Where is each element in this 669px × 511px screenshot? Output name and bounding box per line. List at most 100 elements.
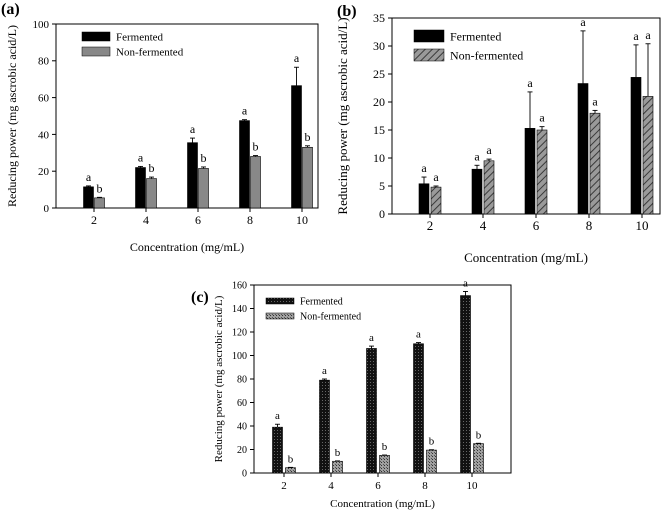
x-tick-label: 10 (636, 218, 649, 233)
bar-fermented (366, 348, 377, 474)
y-tick-label: 120 (232, 328, 247, 339)
significance-letter: b (382, 441, 388, 453)
bar-fermented (291, 85, 302, 209)
x-tick-label: 4 (143, 213, 149, 227)
significance-letter: b (429, 436, 435, 448)
significance-letter: a (474, 149, 480, 163)
significance-letter: a (527, 76, 533, 90)
y-tick-label: 60 (38, 92, 50, 104)
significance-letter: a (421, 161, 427, 175)
legend-swatch (413, 29, 445, 43)
legend-swatch (81, 46, 111, 57)
bar-non-fermented (94, 197, 105, 209)
panel-label: (b) (337, 3, 357, 20)
x-tick-label: 10 (467, 480, 479, 492)
significance-letter: a (463, 277, 468, 289)
significance-letter: a (242, 104, 248, 118)
x-tick-label: 8 (586, 218, 593, 233)
panel-c: (c) 0 20 40 60 80 100 120 140 160 2 a b 4 a b 6 a b 8 a b 10 a b… (191, 277, 512, 510)
bar-fermented (83, 186, 94, 209)
plot-frame (55, 23, 319, 209)
panel-a: (a)0204060801002ab4ab6ab8ab10abFermented… (1, 1, 319, 254)
panel-label: (c) (191, 289, 209, 306)
x-tick-label: 6 (375, 480, 381, 492)
significance-letter: a (322, 365, 327, 377)
significance-letter: a (86, 170, 92, 184)
y-tick-label: 80 (38, 56, 50, 68)
y-tick-label: 80 (237, 375, 247, 386)
significance-letter: a (190, 122, 196, 136)
bar-fermented (471, 168, 483, 215)
x-axis-label: Concentration (mg/mL) (330, 498, 435, 510)
x-tick-label: 8 (247, 213, 253, 227)
y-tick-label: 20 (237, 445, 247, 456)
y-tick-label: 20 (373, 95, 385, 109)
panel-label: (a) (1, 1, 20, 18)
bar-non-fermented (642, 96, 654, 215)
significance-letter: a (275, 410, 280, 422)
x-tick-label: 4 (480, 218, 487, 233)
bar-non-fermented (302, 146, 313, 209)
significance-letter: a (645, 28, 651, 42)
y-axis-label: Reducing power (mg ascrobic acid/L) (5, 25, 19, 207)
significance-letter: b (288, 453, 294, 465)
bar-fermented (272, 426, 283, 474)
y-tick-label: 20 (38, 166, 50, 178)
x-axis-label: Concentration (mg/mL) (464, 250, 588, 265)
bar-non-fermented (332, 460, 343, 474)
significance-letter: a (294, 51, 300, 65)
x-tick-label: 4 (328, 480, 334, 492)
significance-letter: a (486, 143, 492, 157)
y-tick-label: 25 (373, 67, 385, 81)
significance-letter: a (369, 332, 374, 344)
bar-non-fermented (285, 467, 296, 474)
y-tick-label: 35 (373, 11, 385, 25)
y-tick-label: 10 (373, 151, 385, 165)
y-axis-label: Reducing power (mg ascrobic acid/L) (213, 295, 225, 462)
bar-non-fermented (250, 156, 261, 209)
legend-label: Non-fermented (116, 46, 184, 58)
legend-swatch (265, 312, 295, 320)
legend-swatch (413, 48, 445, 62)
x-tick-label: 6 (195, 213, 201, 227)
significance-letter: b (97, 181, 103, 195)
significance-letter: a (592, 94, 598, 108)
bar-fermented (187, 142, 198, 209)
legend-label: Fermented (300, 297, 343, 308)
x-tick-label: 6 (533, 218, 540, 233)
legend-swatch (81, 31, 111, 42)
significance-letter: b (201, 151, 207, 165)
x-tick-label: 2 (281, 480, 287, 492)
y-axis-label: Reducing power (mg ascrobic acid/L) (335, 17, 350, 214)
y-tick-label: 30 (373, 39, 385, 53)
x-tick-label: 2 (91, 213, 97, 227)
bar-non-fermented (426, 449, 437, 474)
legend-label: Non-fermented (450, 48, 523, 62)
significance-letter: b (305, 130, 311, 144)
y-tick-label: 140 (232, 304, 247, 315)
significance-letter: b (476, 429, 482, 441)
bar-fermented (460, 295, 471, 474)
bar-non-fermented (483, 160, 495, 215)
bar-fermented (135, 167, 146, 209)
bar-non-fermented (430, 186, 442, 215)
legend-label: Fermented (450, 29, 501, 43)
bar-fermented (524, 128, 536, 215)
y-tick-label: 60 (237, 398, 247, 409)
significance-letter: a (580, 15, 586, 29)
legend-swatch (265, 297, 295, 305)
significance-letter: b (335, 447, 341, 459)
y-tick-label: 100 (33, 19, 50, 31)
significance-letter: a (138, 150, 144, 164)
x-tick-label: 2 (427, 218, 434, 233)
bar-fermented (418, 183, 430, 215)
significance-letter: a (633, 29, 639, 43)
significance-letter: b (149, 161, 155, 175)
bar-fermented (319, 379, 330, 474)
y-tick-label: 0 (242, 469, 247, 480)
y-tick-label: 40 (38, 129, 50, 141)
bar-non-fermented (198, 168, 209, 209)
y-tick-label: 160 (232, 281, 247, 292)
